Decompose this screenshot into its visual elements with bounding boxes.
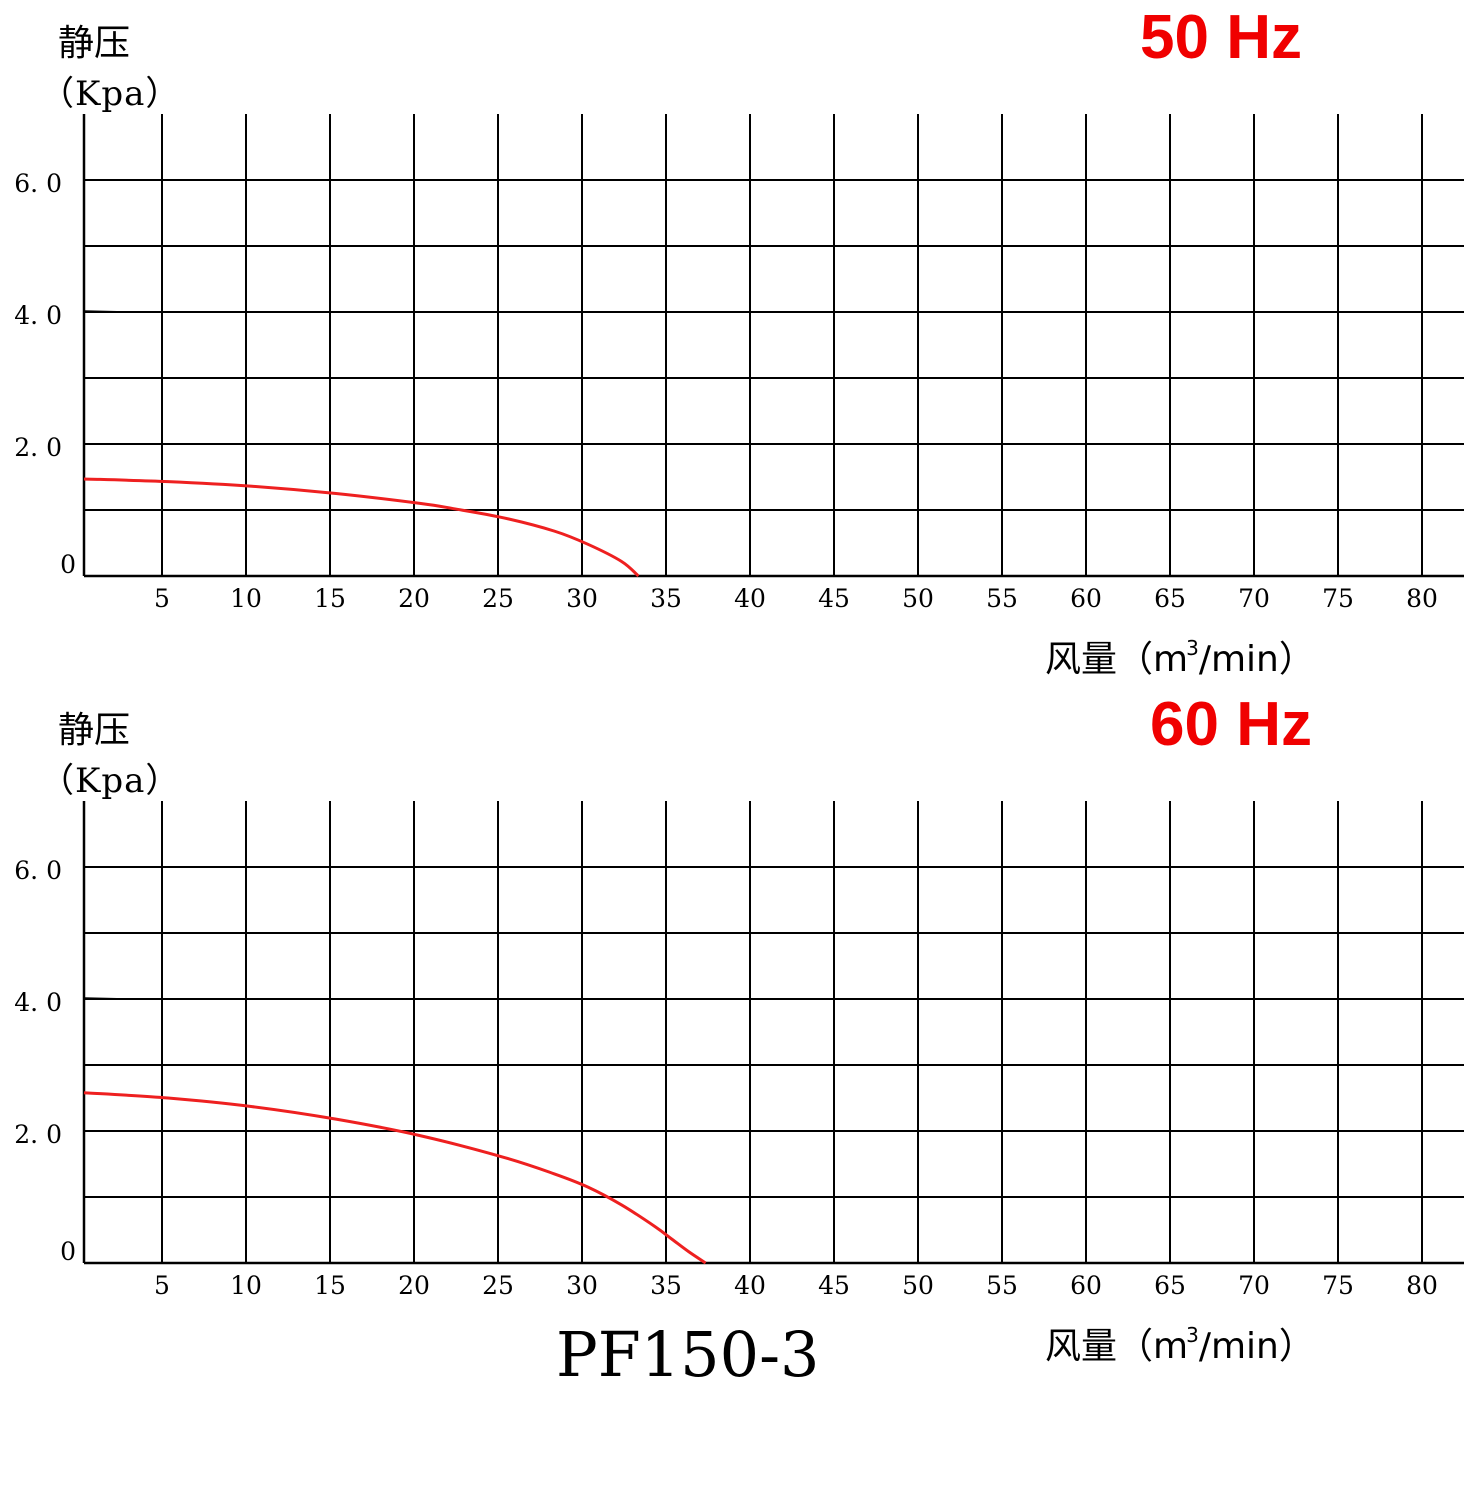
x-axis-label-superscript: 3 xyxy=(1186,1323,1199,1347)
y-tick-label: 0 xyxy=(60,550,76,579)
x-tick-label: 80 xyxy=(1406,1271,1438,1300)
x-tick-label: 10 xyxy=(230,1271,262,1300)
x-axis-label-superscript: 3 xyxy=(1186,636,1199,660)
x-tick-label: 70 xyxy=(1238,584,1270,613)
x-tick-label: 80 xyxy=(1406,584,1438,613)
x-tick-label: 65 xyxy=(1154,584,1186,613)
chart-50hz-plot: 5 10 15 20 25 30 35 40 45 50 55 60 65 70 75 80 6. 0 4. 0 2… xyxy=(14,114,1464,613)
x-tick-label: 55 xyxy=(986,1271,1018,1300)
x-tick-label: 50 xyxy=(902,1271,934,1300)
y-axis-label-50hz: 静压 xyxy=(58,23,131,64)
x-tick-label: 70 xyxy=(1238,1271,1270,1300)
frequency-label-60hz: 60 Hz xyxy=(1150,690,1312,759)
y-tick-label: 0 xyxy=(60,1237,76,1266)
x-tick-label: 40 xyxy=(734,1271,766,1300)
axis-stub xyxy=(83,310,130,313)
y-tick-label: 6. 0 xyxy=(14,856,62,885)
x-tick-label: 75 xyxy=(1322,1271,1354,1300)
x-tick-label: 5 xyxy=(154,584,170,613)
x-tick-label: 55 xyxy=(986,584,1018,613)
x-tick-label: 40 xyxy=(734,584,766,613)
x-axis-label-tail: /min） xyxy=(1198,639,1315,680)
x-tick-label: 5 xyxy=(154,1271,170,1300)
x-tick-label: 60 xyxy=(1070,1271,1102,1300)
x-tick-label: 15 xyxy=(314,1271,346,1300)
x-tick-label: 75 xyxy=(1322,584,1354,613)
x-tick-label: 35 xyxy=(650,1271,682,1300)
y-axis-unit-50hz: （Kpa） xyxy=(40,74,181,114)
x-tick-label: 30 xyxy=(566,584,598,613)
x-tick-label: 65 xyxy=(1154,1271,1186,1300)
x-tick-label: 25 xyxy=(482,1271,514,1300)
y-axis-unit-60hz: （Kpa） xyxy=(40,761,181,801)
x-axis-label-50hz: 风量（m3/min） xyxy=(1045,630,1315,682)
x-tick-label: 10 xyxy=(230,584,262,613)
chart-60hz-plot: 5 10 15 20 25 30 35 40 45 50 55 60 65 70 75 80 6. 0 4. 0 2… xyxy=(14,801,1464,1300)
y-tick-label: 2. 0 xyxy=(14,1120,62,1149)
y-tick-label: 2. 0 xyxy=(14,433,62,462)
axis-stub xyxy=(83,997,130,1000)
pressure-flow-curve xyxy=(83,477,640,578)
x-tick-label: 45 xyxy=(818,584,850,613)
x-axis-label-main: 风量（m xyxy=(1045,1326,1189,1367)
frequency-label-50hz: 50 Hz xyxy=(1140,3,1302,72)
x-tick-label: 50 xyxy=(902,584,934,613)
y-tick-label: 6. 0 xyxy=(14,169,62,198)
x-tick-label: 45 xyxy=(818,1271,850,1300)
pressure-flow-curve xyxy=(83,1091,707,1265)
x-tick-label: 20 xyxy=(398,1271,430,1300)
x-tick-label: 20 xyxy=(398,584,430,613)
y-tick-label: 4. 0 xyxy=(14,301,62,330)
x-axis-label-60hz: 风量（m3/min） xyxy=(1045,1317,1315,1369)
y-axis-label-60hz: 静压 xyxy=(58,710,131,751)
x-tick-label: 60 xyxy=(1070,584,1102,613)
x-tick-label: 15 xyxy=(314,584,346,613)
x-axis-label-tail: /min） xyxy=(1198,1326,1315,1367)
x-axis-label-main: 风量（m xyxy=(1045,639,1189,680)
y-tick-label: 4. 0 xyxy=(14,988,62,1017)
x-tick-label: 35 xyxy=(650,584,682,613)
model-name: PF150-3 xyxy=(556,1318,820,1391)
x-tick-label: 30 xyxy=(566,1271,598,1300)
x-tick-label: 25 xyxy=(482,584,514,613)
